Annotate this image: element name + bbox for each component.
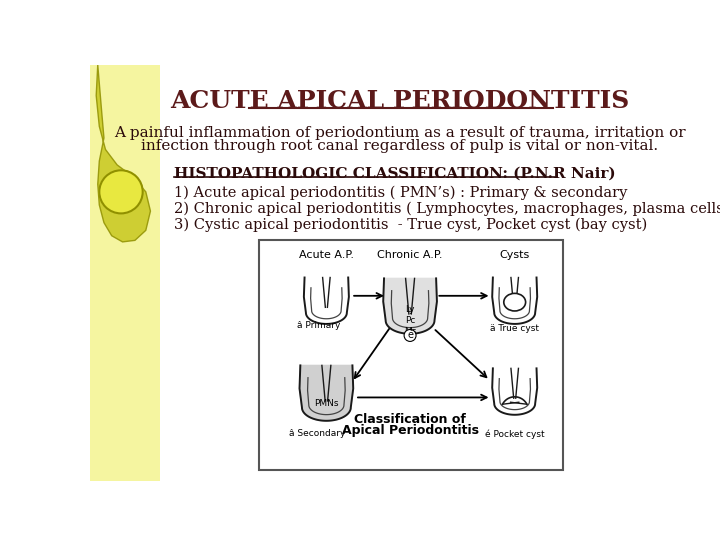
Polygon shape <box>90 65 160 481</box>
Text: PMNs: PMNs <box>314 399 338 408</box>
Text: Cysts: Cysts <box>500 251 530 260</box>
Text: Apical Periodontitis: Apical Periodontitis <box>341 424 479 437</box>
Text: infection through root canal regardless of pulp is vital or non-vital.: infection through root canal regardless … <box>141 139 659 153</box>
Text: HISTOPATHOLOGIC CLASSIFICATION: (P.N.R Nair): HISTOPATHOLOGIC CLASSIFICATION: (P.N.R N… <box>174 166 616 180</box>
Text: é Pocket cyst: é Pocket cyst <box>485 429 544 438</box>
Text: ACUTE APICAL PERIODONTITIS: ACUTE APICAL PERIODONTITIS <box>171 90 629 113</box>
Text: 2) Chronic apical periodontitis ( Lymphocytes, macrophages, plasma cells): 2) Chronic apical periodontitis ( Lympho… <box>174 202 720 216</box>
Text: ä True cyst: ä True cyst <box>490 323 539 333</box>
Text: Classification of: Classification of <box>354 413 466 426</box>
Polygon shape <box>300 366 354 421</box>
Polygon shape <box>96 65 150 242</box>
Text: A painful inflammation of periodontium as a result of trauma, irritation or: A painful inflammation of periodontium a… <box>114 126 686 140</box>
Text: 1) Acute apical periodontitis ( PMN’s) : Primary & secondary: 1) Acute apical periodontitis ( PMN’s) :… <box>174 186 627 200</box>
Text: é: é <box>407 330 413 340</box>
FancyBboxPatch shape <box>259 240 563 470</box>
Text: 3) Cystic apical periodontitis  - True cyst, Pocket cyst (bay cyst): 3) Cystic apical periodontitis - True cy… <box>174 218 647 232</box>
Text: Acute A.P.: Acute A.P. <box>299 251 354 260</box>
Circle shape <box>99 170 143 213</box>
Text: Chronic A.P.: Chronic A.P. <box>377 251 443 260</box>
Ellipse shape <box>504 293 526 311</box>
Polygon shape <box>383 279 437 334</box>
Text: Ly
Pc
Ms: Ly Pc Ms <box>404 305 416 336</box>
Text: â Primary: â Primary <box>297 321 341 330</box>
Text: â Secondary: â Secondary <box>289 429 346 438</box>
